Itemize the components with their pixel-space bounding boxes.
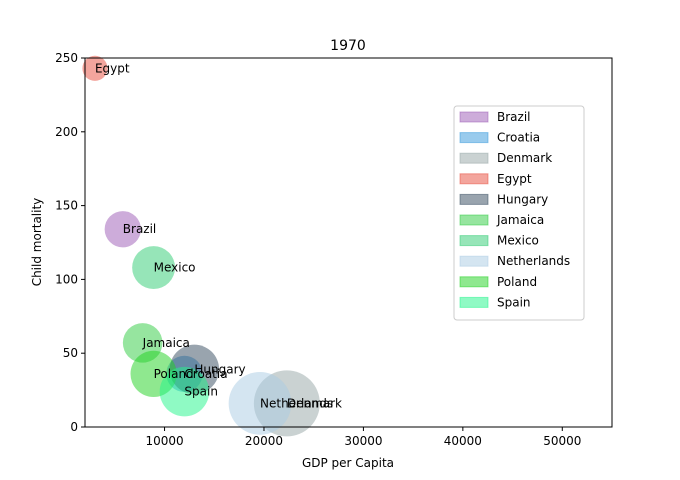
bubble-label-mexico: Mexico (154, 261, 196, 275)
legend-label-spain: Spain (497, 295, 531, 309)
legend-swatch-mexico (459, 235, 489, 247)
legend: Brazil Croatia Denmark Egypt Hungary Jamaica M… (453, 105, 585, 321)
x-axis-label: GDP per Capita (302, 456, 394, 470)
points-layer: Brazil Croatia Denmark Egypt Hungary Jamaica M… (82, 55, 342, 437)
legend-swatch-egypt (459, 173, 489, 185)
y-tick-label: 150 (55, 199, 78, 213)
bubble-label-poland: Poland (154, 367, 194, 381)
legend-swatch-croatia (459, 132, 489, 144)
ticks-layer: 10000 20000 30000 40000 50000 0 50 100 150 200 250 (55, 51, 581, 448)
bubble-label-hungary: Hungary (194, 362, 245, 376)
plot-frame (84, 57, 613, 428)
legend-label-poland: Poland (497, 275, 537, 289)
bubble-mexico (132, 246, 176, 290)
y-tick-label: 50 (63, 346, 78, 360)
legend-label-brazil: Brazil (497, 110, 531, 124)
y-tick-label: 100 (55, 272, 78, 286)
legend-swatch-poland (459, 276, 489, 288)
legend-swatch-denmark (459, 152, 489, 164)
bubble-label-egypt: Egypt (95, 61, 130, 75)
chart-title: 1970 (330, 38, 366, 54)
bubble-brazil (104, 211, 141, 248)
legend-swatch-netherlands (459, 255, 489, 267)
legend-swatch-jamaica (459, 214, 489, 226)
bubble-netherlands (228, 372, 292, 435)
bubble-label-denmark: Denmark (287, 396, 342, 410)
legend-label-denmark: Denmark (497, 151, 552, 165)
y-tick-label: 200 (55, 125, 78, 139)
bubble-label-croatia: Croatia (184, 367, 227, 381)
legend-label-egypt: Egypt (497, 172, 532, 186)
bubble-spain (159, 366, 210, 417)
legend-swatch-hungary (459, 193, 489, 205)
x-tick-label: 30000 (344, 434, 382, 448)
y-tick-label: 250 (55, 51, 78, 65)
legend-swatch-spain (459, 296, 489, 308)
legend-label-hungary: Hungary (497, 192, 548, 206)
bubble-label-netherlands: Netherlands (260, 396, 333, 410)
bubble-label-brazil: Brazil (123, 222, 157, 236)
y-axis-label: Child mortality (30, 198, 44, 287)
legend-swatch-brazil (459, 111, 489, 123)
x-tick-label: 20000 (245, 434, 283, 448)
legend-label-croatia: Croatia (497, 131, 540, 145)
y-tick-label: 0 (70, 420, 78, 434)
x-tick-label: 10000 (145, 434, 183, 448)
bubble-label-spain: Spain (184, 385, 218, 399)
legend-label-mexico: Mexico (497, 234, 539, 248)
x-tick-label: 40000 (444, 434, 482, 448)
bubble-egypt (82, 55, 108, 81)
bubble-label-jamaica: Jamaica (142, 336, 190, 350)
x-tick-label: 50000 (543, 434, 581, 448)
legend-label-netherlands: Netherlands (497, 254, 570, 268)
legend-label-jamaica: Jamaica (496, 213, 544, 227)
